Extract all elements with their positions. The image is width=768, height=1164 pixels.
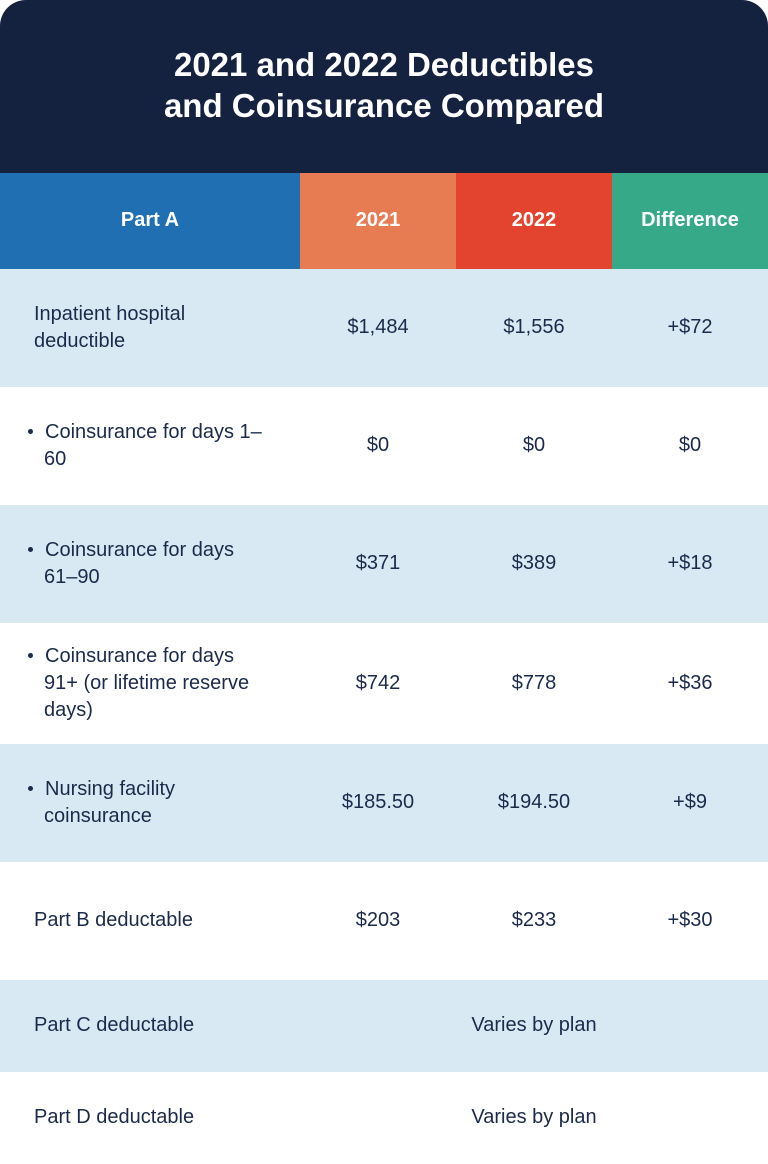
row-span-value: Varies by plan xyxy=(300,980,768,1072)
row-label: Inpatient hospital deductible xyxy=(0,269,300,387)
header-part-a: Part A xyxy=(0,173,300,269)
row-label-text: Coinsurance for days 1–60 xyxy=(44,421,262,470)
cell-v2022: $0 xyxy=(456,387,612,505)
table-row: Part B deductable$203$233+$30 xyxy=(0,862,768,980)
header-2022: 2022 xyxy=(456,173,612,269)
cell-v2022: $233 xyxy=(456,862,612,980)
row-label: Coinsurance for days 61–90 xyxy=(0,505,300,623)
cell-v2021: $1,484 xyxy=(300,269,456,387)
row-span-value: Varies by plan xyxy=(300,1072,768,1164)
title-line-1: 2021 and 2022 Deductibles xyxy=(174,46,594,83)
row-label: Coinsurance for days 91+ (or lifetime re… xyxy=(0,623,300,744)
table-row: Nursing facility coinsurance $185.50$194.… xyxy=(0,744,768,862)
cell-v2021: $203 xyxy=(300,862,456,980)
cell-v2021: $0 xyxy=(300,387,456,505)
cell-diff: +$72 xyxy=(612,269,768,387)
row-label: Coinsurance for days 1–60 xyxy=(0,387,300,505)
bullet-icon xyxy=(28,653,33,658)
row-label: Nursing facility coinsurance xyxy=(0,744,300,862)
cell-diff: +$30 xyxy=(612,862,768,980)
table-row: Coinsurance for days 91+ (or lifetime re… xyxy=(0,623,768,744)
cell-diff: +$36 xyxy=(612,623,768,744)
header-difference: Difference xyxy=(612,173,768,269)
cell-v2022: $389 xyxy=(456,505,612,623)
row-label-text: Coinsurance for days 91+ (or lifetime re… xyxy=(44,645,249,721)
row-label: Part C deductable xyxy=(0,980,300,1072)
row-label: Part D deductable xyxy=(0,1072,300,1164)
cell-v2022: $1,556 xyxy=(456,269,612,387)
cell-diff: $0 xyxy=(612,387,768,505)
cell-v2022: $194.50 xyxy=(456,744,612,862)
title-line-2: and Coinsurance Compared xyxy=(164,87,604,124)
table-row: Inpatient hospital deductible$1,484$1,55… xyxy=(0,269,768,387)
bullet-icon xyxy=(28,547,33,552)
row-label: Part B deductable xyxy=(0,862,300,980)
cell-v2021: $371 xyxy=(300,505,456,623)
bullet-icon xyxy=(28,429,33,434)
cell-v2021: $185.50 xyxy=(300,744,456,862)
bullet-icon xyxy=(28,786,33,791)
cell-diff: +$18 xyxy=(612,505,768,623)
row-label-text: Nursing facility coinsurance xyxy=(44,778,175,827)
card-title: 2021 and 2022 Deductibles and Coinsuranc… xyxy=(40,44,728,127)
table-row: Part D deductableVaries by plan xyxy=(0,1072,768,1164)
cell-v2022: $778 xyxy=(456,623,612,744)
cell-v2021: $742 xyxy=(300,623,456,744)
row-label-text: Coinsurance for days 61–90 xyxy=(44,539,234,588)
table-row: Part C deductableVaries by plan xyxy=(0,980,768,1072)
cell-diff: +$9 xyxy=(612,744,768,862)
header-2021: 2021 xyxy=(300,173,456,269)
table-row: Coinsurance for days 61–90 $371$389+$18 xyxy=(0,505,768,623)
table-header-row: Part A 2021 2022 Difference xyxy=(0,173,768,269)
comparison-card: 2021 and 2022 Deductibles and Coinsuranc… xyxy=(0,0,768,1164)
title-band: 2021 and 2022 Deductibles and Coinsuranc… xyxy=(0,0,768,173)
table-body: Inpatient hospital deductible$1,484$1,55… xyxy=(0,269,768,1164)
table-row: Coinsurance for days 1–60$0$0$0 xyxy=(0,387,768,505)
